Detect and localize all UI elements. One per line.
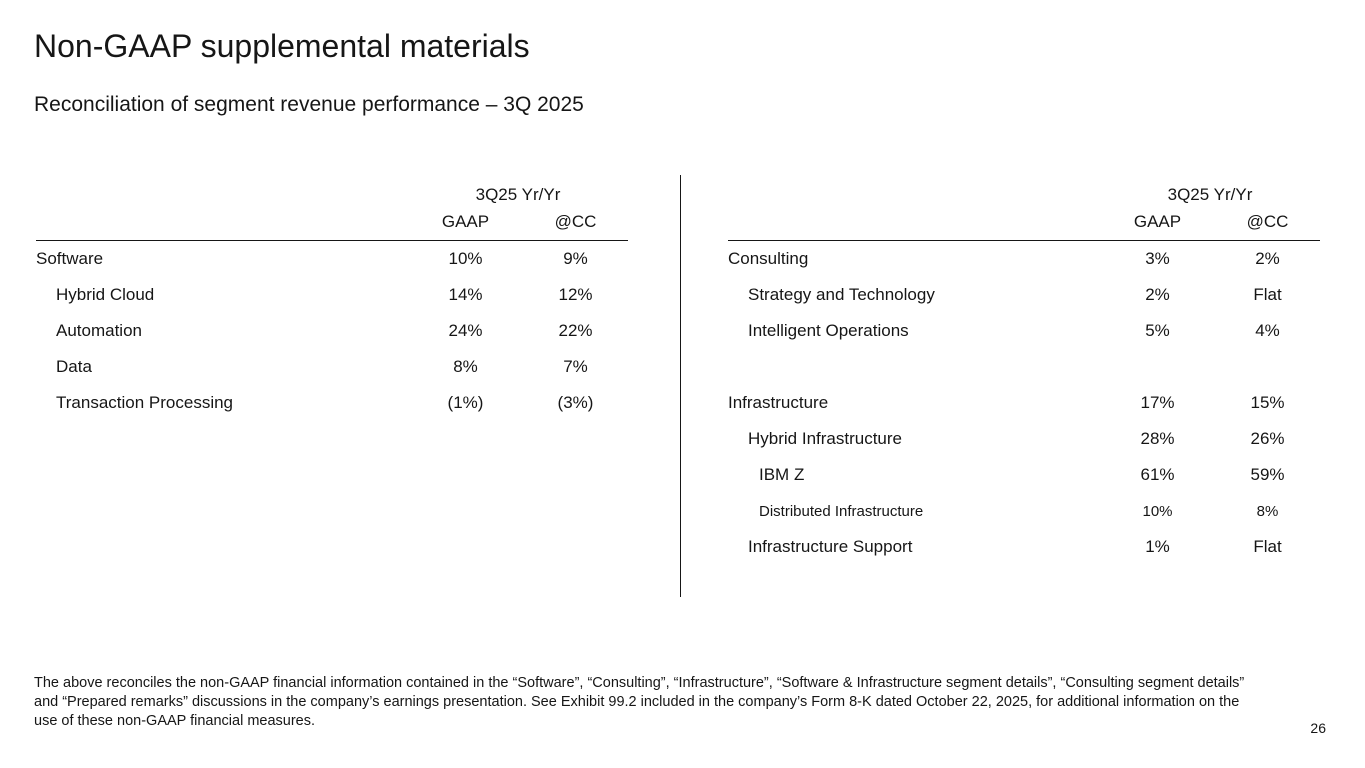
cc-value: Flat	[1253, 537, 1282, 556]
page-title: Non-GAAP supplemental materials	[34, 28, 530, 64]
table-row: Distributed Infrastructure 10% 8%	[728, 493, 1320, 529]
cc-value: 8%	[1256, 502, 1279, 520]
header-spacer	[36, 212, 408, 240]
row-label: Strategy and Technology	[748, 285, 935, 304]
gaap-value: 24%	[448, 321, 483, 340]
cc-value: 4%	[1255, 321, 1280, 340]
header-spacer	[728, 185, 1100, 212]
table-row: Intelligent Operations 5% 4%	[728, 313, 1320, 349]
gaap-value: 3%	[1145, 249, 1170, 268]
row-label: Automation	[56, 321, 142, 340]
cc-value: Flat	[1253, 285, 1282, 304]
cc-value: 7%	[563, 357, 588, 376]
gaap-value: 5%	[1145, 321, 1170, 340]
gaap-value: 61%	[1140, 465, 1175, 484]
cc-value: (3%)	[557, 393, 594, 412]
table-row: Hybrid Infrastructure 28% 26%	[728, 421, 1320, 457]
gaap-value: 28%	[1140, 429, 1175, 448]
table-row: Automation 24% 22%	[36, 313, 628, 349]
gaap-value: (1%)	[447, 393, 484, 412]
row-label: Infrastructure Support	[748, 537, 913, 556]
table-row: Transaction Processing (1%) (3%)	[36, 385, 628, 421]
table-header: 3Q25 Yr/Yr GAAP @CC	[36, 185, 628, 241]
gaap-value: 17%	[1140, 393, 1175, 412]
page-subtitle: Reconciliation of segment revenue perfor…	[34, 93, 584, 116]
table-row: Software 10% 9%	[36, 241, 628, 277]
cc-value: 59%	[1250, 465, 1285, 484]
row-label: Hybrid Infrastructure	[748, 429, 902, 448]
header-spacer	[728, 212, 1100, 240]
table-spacer-row	[728, 349, 1320, 385]
vertical-divider	[680, 175, 681, 597]
column-header-cc: @CC	[1246, 212, 1289, 231]
page-number: 26	[1310, 720, 1326, 736]
header-spacer	[36, 185, 408, 212]
table-row: Hybrid Cloud 14% 12%	[36, 277, 628, 313]
cc-value: 26%	[1250, 429, 1285, 448]
row-label: Data	[56, 357, 92, 376]
gaap-value: 8%	[453, 357, 478, 376]
row-label: Infrastructure	[728, 393, 829, 412]
cc-value: 2%	[1255, 249, 1280, 268]
period-header: 3Q25 Yr/Yr	[475, 185, 561, 204]
gaap-value: 1%	[1145, 537, 1170, 556]
row-label: Distributed Infrastructure	[759, 502, 924, 520]
segment-table-consulting-infrastructure: 3Q25 Yr/Yr GAAP @CC Consulting 3% 2% Str…	[728, 185, 1320, 565]
row-label: Transaction Processing	[56, 393, 234, 412]
cc-value: 12%	[558, 285, 593, 304]
segment-table-software: 3Q25 Yr/Yr GAAP @CC Software 10% 9% Hybr…	[36, 185, 628, 421]
gaap-value: 10%	[448, 249, 483, 268]
table-row: Consulting 3% 2%	[728, 241, 1320, 277]
gaap-value: 10%	[1142, 502, 1173, 520]
gaap-value: 14%	[448, 285, 483, 304]
cc-value: 22%	[558, 321, 593, 340]
column-header-gaap: GAAP	[1133, 212, 1182, 231]
table-row: Infrastructure 17% 15%	[728, 385, 1320, 421]
row-label: IBM Z	[759, 465, 805, 484]
table-row: Data 8% 7%	[36, 349, 628, 385]
footnote: The above reconciles the non-GAAP financ…	[34, 675, 1245, 729]
column-header-cc: @CC	[554, 212, 597, 231]
row-label: Hybrid Cloud	[56, 285, 155, 304]
row-label: Consulting	[728, 249, 809, 268]
table-row: Infrastructure Support 1% Flat	[728, 529, 1320, 565]
table-row: Strategy and Technology 2% Flat	[728, 277, 1320, 313]
row-label: Software	[36, 249, 104, 268]
table-header: 3Q25 Yr/Yr GAAP @CC	[728, 185, 1320, 241]
period-header: 3Q25 Yr/Yr	[1167, 185, 1253, 204]
row-label: Intelligent Operations	[748, 321, 909, 340]
cc-value: 9%	[563, 249, 588, 268]
table-row: IBM Z 61% 59%	[728, 457, 1320, 493]
gaap-value: 2%	[1145, 285, 1170, 304]
cc-value: 15%	[1250, 393, 1285, 412]
column-header-gaap: GAAP	[441, 212, 490, 231]
